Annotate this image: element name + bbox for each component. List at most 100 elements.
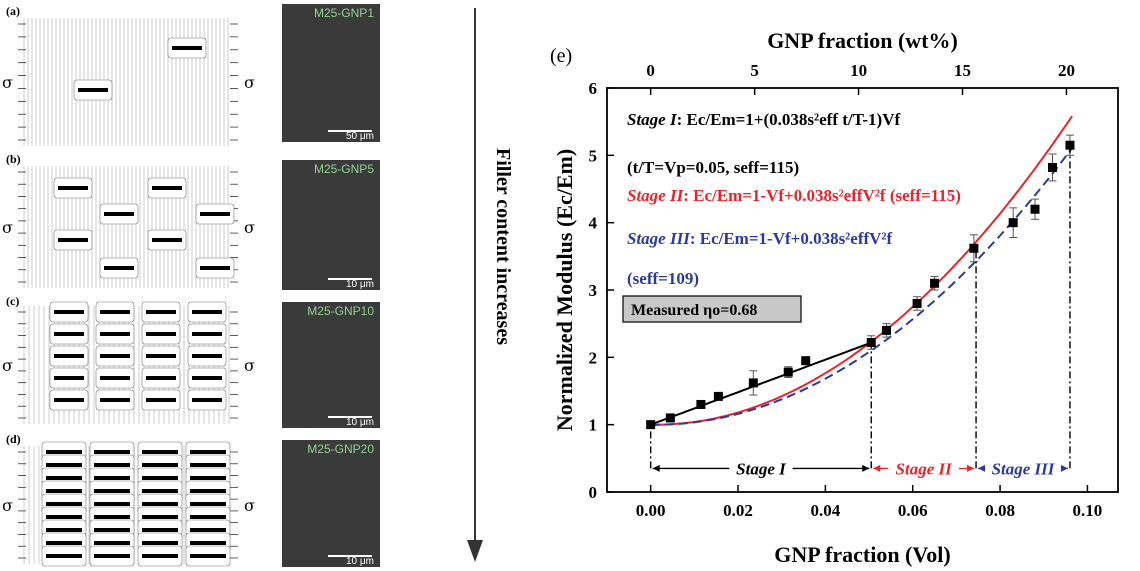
gnp-platelet — [46, 554, 82, 558]
modulus-chart: 0.00 0.02 0.04 0.06 0.08 0.10 0 5 10 15 20 0 1 2 3 4 5 6 G… — [550, 28, 1119, 567]
stage3-model-curve — [650, 147, 1073, 426]
measured-box — [622, 295, 802, 323]
gnp-platelet — [100, 398, 130, 402]
gnp-platelet — [142, 463, 178, 467]
x2-tick-label: 20 — [1058, 61, 1075, 80]
stage3-range-label: Stage III — [992, 459, 1056, 478]
stage2-range-arrow — [967, 464, 975, 472]
measured-box-text: Measured ηo=0.68 — [631, 302, 757, 319]
gnp-platelet — [94, 554, 130, 558]
stage2-range-arrow — [873, 464, 881, 472]
gnp-platelet — [142, 489, 178, 493]
marker — [783, 367, 793, 377]
x-tick-label: 0.10 — [1073, 501, 1103, 520]
gnp-platelet — [146, 310, 176, 314]
gnp-platelet — [54, 354, 84, 358]
sigma-left: σ — [2, 73, 13, 92]
data-point — [1030, 198, 1040, 220]
equation-stage1: Stage I: Ec/Em=1+(0.038s²eff t/T-1)Vf — [627, 110, 900, 129]
panel-letter-b: (b) — [6, 152, 21, 166]
gnp-platelet — [190, 502, 226, 506]
gnp-platelet — [100, 310, 130, 314]
marker — [646, 420, 656, 430]
gnp-platelet — [192, 332, 222, 336]
equation-stage3: Stage III: Ec/Em=1-Vf+0.038s²effV²f — [627, 229, 893, 248]
data-point — [1008, 207, 1018, 238]
sem-image-d: M25-GNP20 10 μm — [282, 440, 380, 567]
plot-frame — [606, 87, 1119, 493]
gnp-platelet — [46, 476, 82, 480]
gnp-platelet — [46, 489, 82, 493]
gnp-platelet — [192, 376, 222, 380]
equation-stage3-params: (seff=109) — [627, 269, 699, 288]
gnp-platelet — [190, 476, 226, 480]
x-tick-label: 0.00 — [636, 501, 666, 520]
gnp-platelet — [46, 502, 82, 506]
x2-tick-label: 5 — [750, 61, 759, 80]
gnp-platelet — [94, 463, 130, 467]
x2-tick-label: 0 — [646, 61, 655, 80]
gnp-platelet — [54, 332, 84, 336]
y-tick-label: 1 — [589, 416, 598, 435]
data-point — [665, 413, 675, 423]
stage1-range-label: Stage I — [736, 459, 787, 478]
scale-bar-b — [328, 278, 372, 280]
gnp-platelet — [100, 332, 130, 336]
gnp-platelet — [54, 310, 84, 314]
gnp-platelet — [54, 398, 84, 402]
gnp-platelet — [146, 376, 176, 380]
x2-tick-label: 15 — [954, 61, 971, 80]
data-point — [748, 370, 758, 396]
stage1-range-arrow — [652, 464, 660, 472]
sigma-right: σ — [244, 73, 255, 92]
gnp-platelet — [142, 515, 178, 519]
sigma-left: σ — [2, 356, 13, 375]
gnp-platelet — [94, 541, 130, 545]
gnp-platelet — [152, 186, 182, 190]
x2-axis-label: GNP fraction (wt%) — [767, 28, 958, 53]
data-point — [969, 234, 979, 263]
gnp-platelet — [190, 554, 226, 558]
gnp-platelet — [142, 528, 178, 532]
gnp-platelet — [94, 450, 130, 454]
gnp-platelet — [146, 354, 176, 358]
y-tick-label: 0 — [589, 483, 598, 502]
sem-label-d: M25-GNP20 — [307, 442, 374, 456]
gnp-platelet — [190, 489, 226, 493]
gnp-platelet — [46, 528, 82, 532]
stage1-range-arrow — [862, 464, 870, 472]
gnp-platelet — [100, 354, 130, 358]
sem-image-b: M25-GNP5 10 μm — [282, 160, 380, 290]
x-tick-label: 0.02 — [723, 501, 753, 520]
data-point — [696, 399, 706, 409]
y-tick-label: 3 — [589, 281, 598, 300]
data-point — [1047, 153, 1057, 182]
sem-image-a: M25-GNP1 50 μm — [282, 4, 380, 142]
gnp-platelet — [142, 541, 178, 545]
filler-arrow-label: Filler content increases — [492, 148, 514, 345]
scale-text-d: 10 μm — [346, 556, 374, 567]
sem-label-b: M25-GNP5 — [313, 162, 374, 176]
panel-label-e: (e) — [550, 45, 572, 67]
marker — [665, 413, 675, 423]
gnp-platelet — [46, 515, 82, 519]
x-tick-label: 0.04 — [811, 501, 841, 520]
sem-label-a: M25-GNP1 — [313, 6, 374, 20]
marker — [1065, 140, 1075, 150]
sigma-left: σ — [2, 496, 13, 515]
marker — [882, 325, 892, 335]
scale-bar-a — [328, 130, 372, 132]
scale-text-c: 10 μm — [346, 417, 374, 428]
marker — [801, 356, 811, 366]
y-axis-label: Normalized Modulus (Ec/Em) — [552, 149, 577, 431]
equation-stage2: Stage II: Ec/Em=1-Vf+0.038s²effV²f (seff… — [627, 186, 961, 205]
panel-letter-a: (a) — [6, 4, 20, 18]
gnp-platelet — [200, 266, 230, 270]
gnp-platelet — [104, 212, 134, 216]
sem-image-c: M25-GNP10 10 μm — [282, 302, 380, 428]
gnp-platelet — [152, 238, 182, 242]
marker — [713, 391, 723, 401]
